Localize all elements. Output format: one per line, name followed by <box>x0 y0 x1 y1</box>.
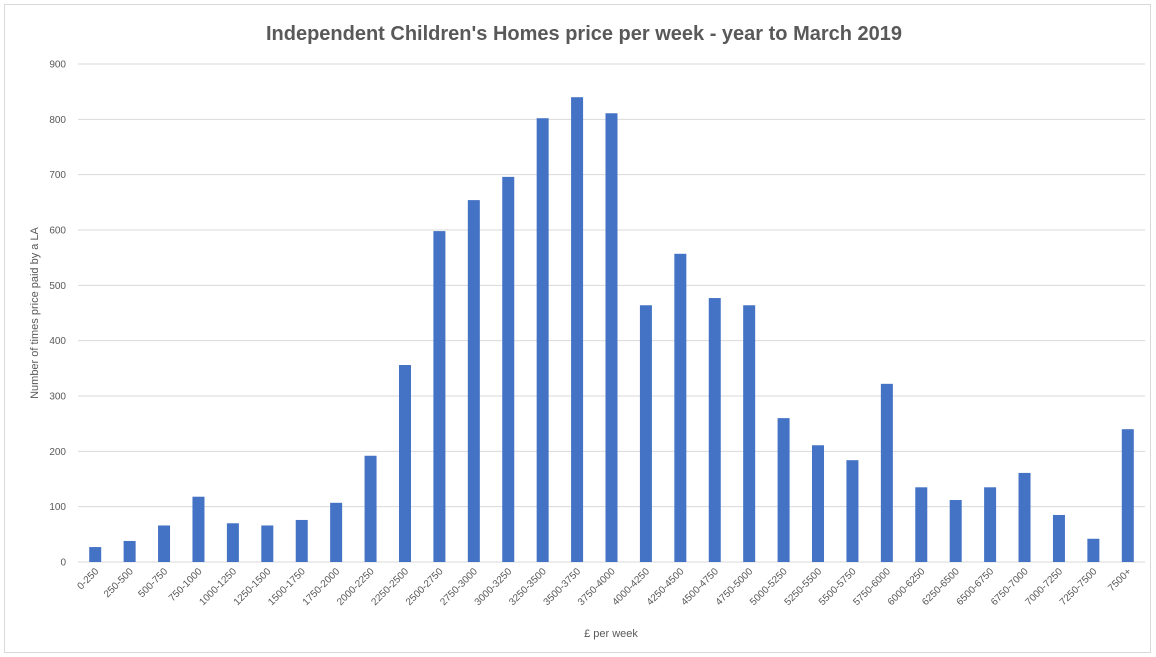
y-tick-label: 300 <box>49 392 66 403</box>
y-tick-label: 700 <box>49 170 66 181</box>
bar <box>984 487 997 562</box>
bar <box>192 496 205 562</box>
bar <box>467 200 480 562</box>
bar <box>846 460 859 562</box>
bar <box>708 298 721 562</box>
x-axis-label: £ per week <box>584 628 638 640</box>
bar <box>674 253 687 562</box>
bar <box>1052 514 1065 562</box>
bar <box>915 487 928 562</box>
bar <box>536 118 549 562</box>
y-tick-label: 100 <box>49 502 66 513</box>
bar <box>743 305 756 562</box>
y-tick-label: 900 <box>49 60 66 71</box>
bar <box>639 305 652 562</box>
y-tick-label: 800 <box>49 115 66 126</box>
chart-title: Independent Children's Homes price per w… <box>266 23 902 45</box>
bar <box>1121 429 1134 562</box>
bar <box>777 418 790 562</box>
bar <box>226 523 239 562</box>
bar <box>89 547 102 562</box>
bar <box>1087 538 1100 562</box>
bar <box>605 113 618 562</box>
y-tick-label: 0 <box>60 558 66 569</box>
bar <box>295 519 308 562</box>
bar <box>261 525 274 562</box>
y-tick-label: 200 <box>49 447 66 458</box>
y-tick-label: 500 <box>49 281 66 292</box>
bar <box>502 176 515 562</box>
bar <box>433 231 446 562</box>
bar <box>949 500 962 562</box>
bar <box>398 365 411 562</box>
bar <box>158 525 171 562</box>
y-tick-label: 600 <box>49 226 66 237</box>
bar <box>812 445 825 562</box>
bar <box>123 540 136 562</box>
bar <box>571 97 584 562</box>
bar <box>880 383 893 562</box>
y-axis-label: Number of times price paid by a LA <box>29 226 41 398</box>
bar <box>330 502 343 562</box>
bar <box>364 455 377 562</box>
y-tick-label: 400 <box>49 336 66 347</box>
bar <box>1018 472 1031 562</box>
